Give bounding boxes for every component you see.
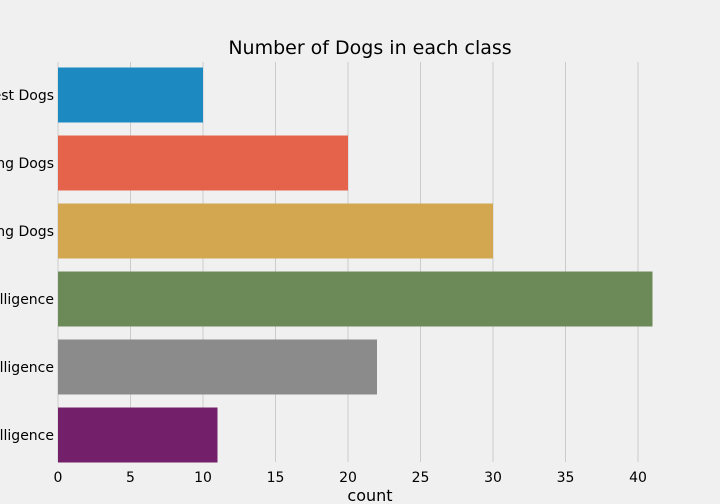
x-tick-label: 10 <box>194 470 212 486</box>
y-tick-label: lligence <box>0 360 54 376</box>
bar <box>58 407 218 463</box>
x-tick-label: 35 <box>557 470 575 486</box>
bar <box>58 271 653 327</box>
x-tick-label: 15 <box>267 470 285 486</box>
bar <box>58 135 348 191</box>
x-tick-label: 40 <box>629 470 647 486</box>
y-tick-label: est Dogs <box>0 88 54 104</box>
x-tick-label: 20 <box>339 470 357 486</box>
y-tick-labels: est Dogs ng Dogs ng Dogs lligence lligence ll… <box>0 88 54 444</box>
bars-group <box>58 67 653 463</box>
y-tick-label: lligence <box>0 428 54 444</box>
x-tick-label: 0 <box>54 470 63 486</box>
y-tick-label: ng Dogs <box>0 156 54 172</box>
chart-title: Number of Dogs in each class <box>228 37 511 59</box>
x-tick-labels: 0 5 10 15 20 25 30 35 40 <box>54 470 647 486</box>
x-tick-label: 25 <box>412 470 430 486</box>
grid-lines <box>57 62 639 462</box>
x-tick-label: 30 <box>484 470 502 486</box>
bar <box>58 339 377 395</box>
bar <box>58 67 203 123</box>
y-tick-label: ng Dogs <box>0 224 54 240</box>
x-axis-label: count <box>347 486 392 504</box>
y-tick-label: lligence <box>0 292 54 308</box>
bar <box>58 203 493 259</box>
x-tick-label: 5 <box>126 470 135 486</box>
